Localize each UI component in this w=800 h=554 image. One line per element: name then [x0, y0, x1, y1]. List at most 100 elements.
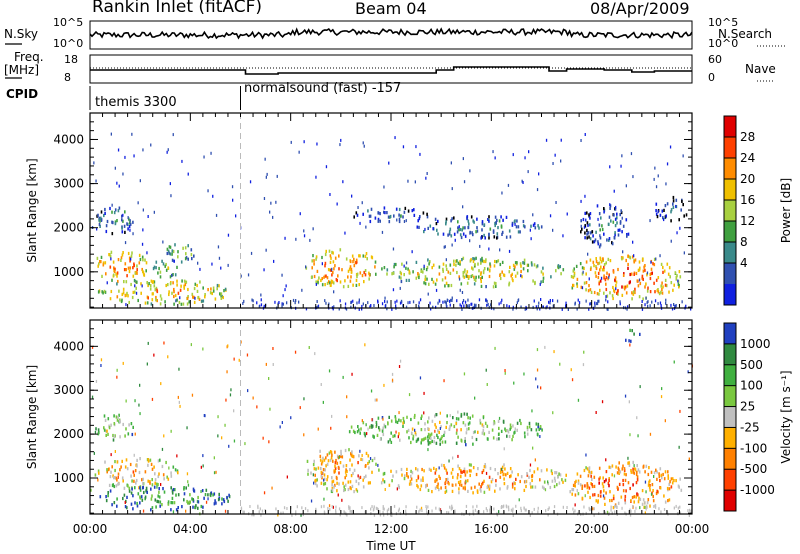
- data-cell: [420, 428, 423, 432]
- data-cell: [424, 428, 426, 432]
- ground-cell: [536, 307, 538, 311]
- data-cell: [168, 245, 171, 249]
- scatter-cell: [202, 454, 204, 458]
- data-cell: [171, 496, 174, 500]
- data-cell: [664, 278, 667, 282]
- data-cell: [155, 295, 157, 300]
- colorbar-swatch: [724, 427, 736, 449]
- data-cell: [473, 220, 475, 224]
- data-cell: [336, 489, 338, 493]
- data-cell: [357, 482, 360, 486]
- colorbar-swatch: [724, 137, 736, 159]
- data-cell: [623, 467, 626, 471]
- data-cell: [147, 459, 150, 463]
- data-cell: [135, 286, 137, 290]
- data-cell: [339, 280, 342, 284]
- data-cell: [523, 261, 526, 265]
- scatter-cell: [449, 427, 451, 431]
- data-cell: [587, 289, 590, 293]
- data-cell: [439, 438, 441, 442]
- data-cell: [159, 504, 161, 508]
- data-cell: [467, 416, 469, 420]
- data-cell: [661, 476, 663, 480]
- scatter-cell: [566, 212, 568, 216]
- ground-cell: [503, 504, 505, 508]
- data-cell: [177, 471, 179, 475]
- scatter-cell: [277, 513, 279, 517]
- data-cell: [125, 280, 128, 284]
- data-cell: [146, 301, 149, 305]
- data-cell: [419, 215, 421, 219]
- data-cell: [184, 246, 187, 250]
- ground-cell: [298, 300, 300, 304]
- ground-cell: [462, 299, 465, 302]
- data-cell: [220, 296, 223, 300]
- data-cell: [570, 275, 573, 279]
- data-cell: [154, 288, 157, 292]
- data-cell: [575, 264, 578, 268]
- data-cell: [437, 435, 439, 440]
- data-cell: [389, 438, 391, 442]
- data-cell: [167, 283, 169, 287]
- data-cell: [158, 472, 160, 476]
- ground-cell: [426, 510, 428, 514]
- data-cell: [472, 430, 475, 435]
- scatter-cell: [250, 251, 253, 255]
- data-cell: [334, 256, 337, 260]
- data-cell: [413, 208, 415, 212]
- ground-cell: [486, 299, 488, 303]
- ground-cell: [358, 307, 360, 311]
- data-cell: [185, 486, 187, 490]
- data-cell: [460, 282, 463, 286]
- data-cell: [537, 425, 539, 429]
- data-cell: [364, 464, 367, 468]
- data-cell: [468, 222, 470, 226]
- ground-cell: [532, 305, 534, 309]
- data-cell: [172, 273, 174, 277]
- data-cell: [602, 257, 604, 261]
- data-cell: [524, 225, 526, 229]
- scatter-cell: [344, 231, 346, 235]
- scatter-cell: [444, 245, 446, 249]
- data-cell: [493, 235, 496, 239]
- scatter-cell: [403, 264, 405, 268]
- scatter-cell: [649, 432, 652, 436]
- ground-cell: [596, 302, 599, 306]
- data-cell: [652, 494, 654, 499]
- data-cell: [480, 236, 482, 240]
- data-cell: [155, 266, 157, 270]
- data-cell: [120, 258, 122, 262]
- data-cell: [464, 439, 466, 444]
- scatter-cell: [391, 378, 394, 382]
- data-cell: [485, 285, 487, 289]
- data-cell: [329, 281, 331, 285]
- ground-cell: [348, 505, 350, 509]
- scatter-cell: [597, 217, 599, 221]
- data-cell: [631, 329, 633, 333]
- scatter-cell: [181, 159, 183, 163]
- scatter-cell: [313, 481, 315, 485]
- data-cell: [500, 224, 503, 228]
- data-cell: [322, 468, 325, 472]
- data-cell: [621, 467, 624, 471]
- data-cell: [100, 260, 102, 264]
- data-cell: [603, 274, 605, 278]
- scatter-cell: [341, 498, 343, 502]
- data-cell: [351, 254, 354, 258]
- data-cell: [441, 278, 444, 282]
- data-cell: [673, 479, 675, 483]
- data-cell: [328, 249, 331, 253]
- data-cell: [398, 432, 400, 436]
- data-cell: [161, 464, 164, 469]
- data-cell: [497, 259, 500, 263]
- ground-cell: [649, 304, 651, 308]
- scatter-cell: [233, 439, 236, 443]
- data-cell: [521, 275, 523, 279]
- data-cell: [156, 289, 159, 294]
- data-cell: [105, 224, 108, 228]
- data-cell: [417, 485, 419, 489]
- ground-cell: [405, 509, 407, 513]
- data-cell: [170, 508, 172, 512]
- data-cell: [520, 421, 522, 426]
- data-cell: [456, 476, 459, 480]
